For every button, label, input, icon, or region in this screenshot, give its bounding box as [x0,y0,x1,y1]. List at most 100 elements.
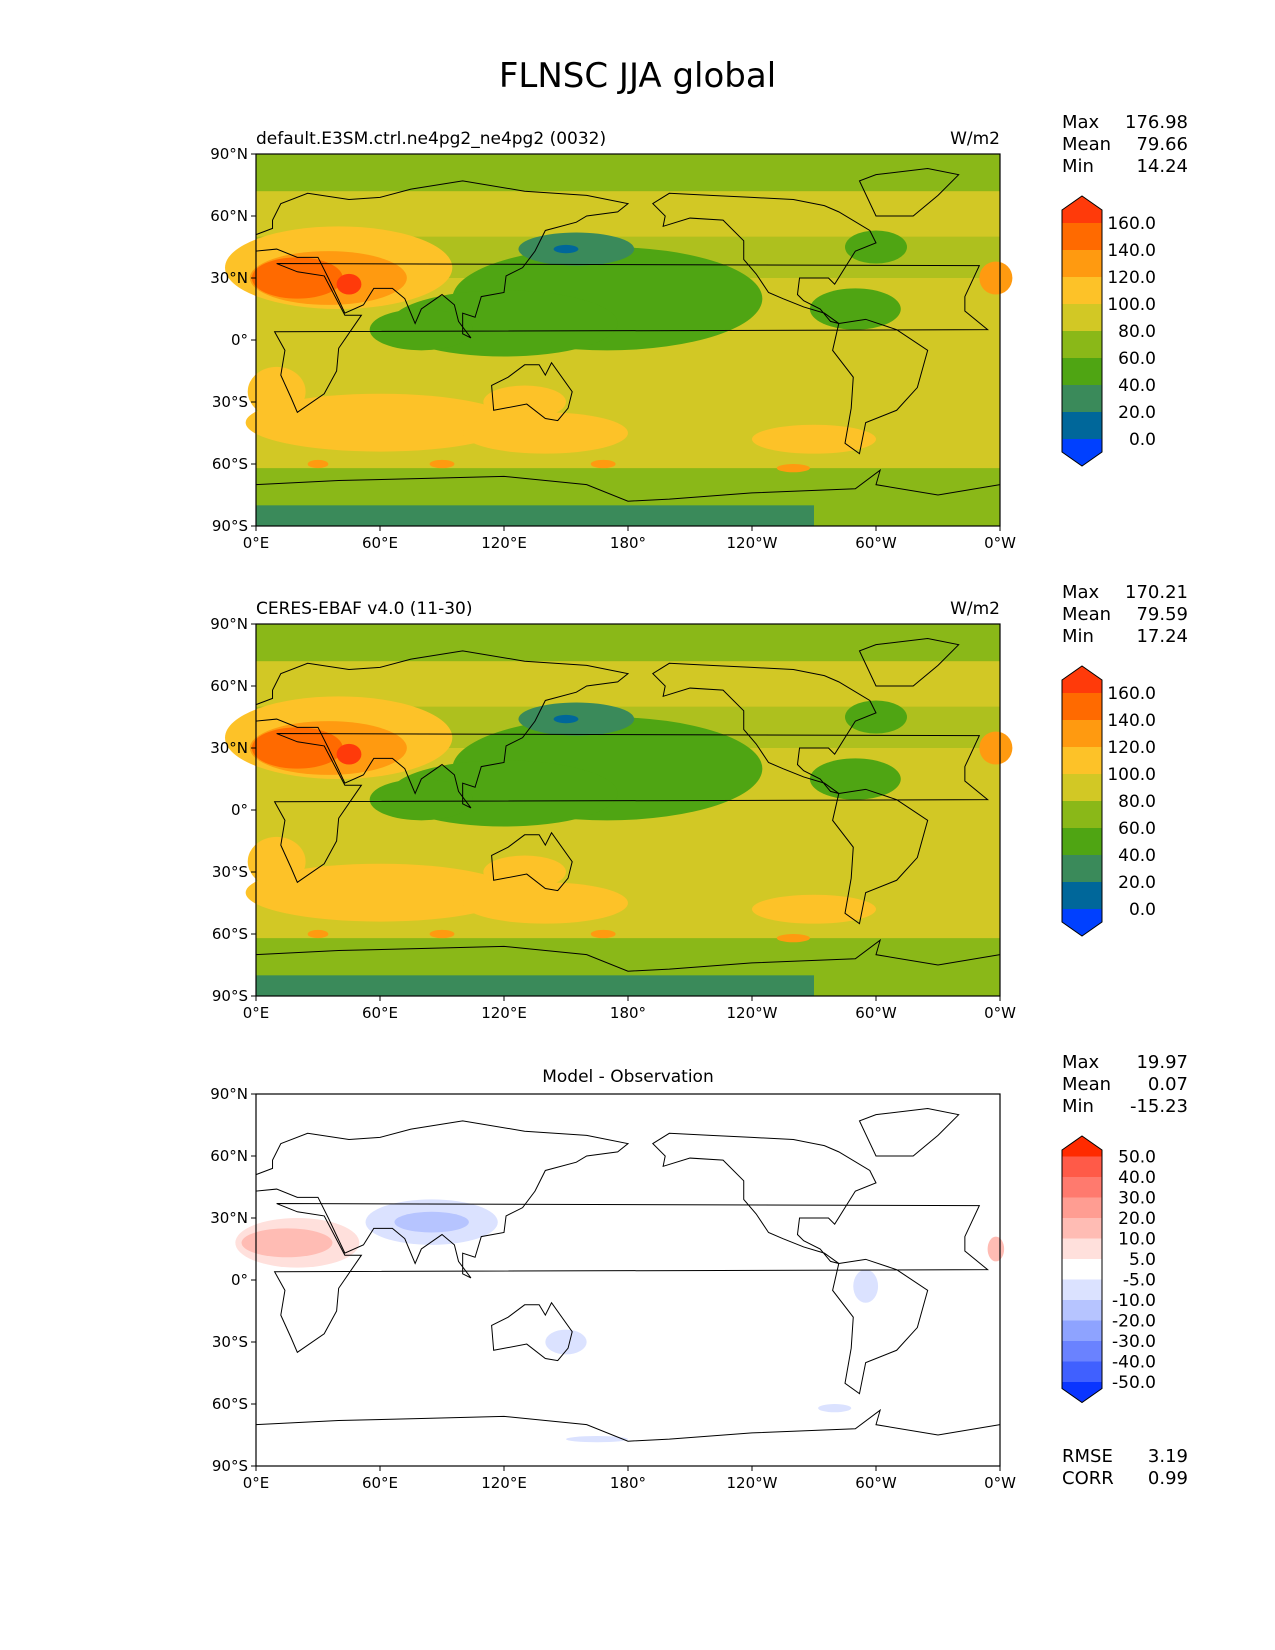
panel-test: 90°N 60°N 30°N 0° 30°S 60°S 90°S0°E 60°E 120°E 18… [210,112,1188,552]
lat-tick-label: 30°N [210,739,248,757]
field-southern-streak-2 [429,929,455,939]
colorbar-level-label: -10.0 [1112,1291,1156,1311]
field-kuroshio-core [553,244,579,254]
colorbar-level-label: 40.0 [1118,1168,1156,1188]
lat-tick-label: 60°S [212,925,248,943]
lon-tick-label: 180° [610,534,646,552]
field-indian-ocean [369,779,474,821]
colorbar-segment [1062,412,1102,439]
stat-label-mean: Mean [1062,604,1111,625]
colorbar-segment [1062,304,1102,331]
stat-value-max: 19.97 [1136,1052,1188,1073]
coastline-greenland [858,1107,960,1157]
stat-value-mean: 79.59 [1136,604,1188,625]
lon-tick-label: 120°E [481,534,527,552]
lon-tick-label: 180° [610,1004,646,1022]
field-australia-warm [483,855,566,889]
lat-tick-label: 90°S [212,987,248,1005]
field-atlantic-edge [979,731,1013,765]
panel-difference: 90°N 60°N 30°N 0° 30°S 60°S 90°S0°E 60°E 120°E 18… [210,1052,1188,1492]
colorbar-segment [1062,882,1102,909]
panel-title-left: default.E3SM.ctrl.ne4pg2_ne4pg2 (0032) [256,129,606,149]
colorbar-level-label: -40.0 [1112,1353,1156,1373]
lon-tick-label: 60°W [855,1004,897,1022]
coastline-greenland [858,637,960,687]
field-southern-streak-3 [590,459,616,469]
stat-label-mean: Mean [1062,1074,1111,1095]
diff-asia-negative-core [394,1211,469,1233]
lon-tick-label: 0°E [243,534,270,552]
field-southern-streak-1 [307,459,329,469]
coastline-africa [273,733,989,884]
diff-africa-positive-core [241,1228,333,1258]
colorbar-level-label: 120.0 [1107,268,1156,288]
stat-value-min: 14.24 [1136,156,1188,177]
lat-tick-label: 90°S [212,517,248,535]
colorbar-segment [1062,1156,1102,1177]
colorbar-level-label: 20.0 [1118,403,1156,423]
figure-title: FLNSC JJA global [498,56,777,96]
colorbar-level-label: 100.0 [1107,295,1156,315]
lon-tick-label: 120°W [727,534,778,552]
field-south-atlantic [247,836,306,887]
colorbar-outline [1061,1135,1103,1404]
colorbar-level-label: -50.0 [1112,1373,1156,1393]
field-south-pacific-east [752,424,876,454]
field-indian-ocean [369,309,474,351]
colorbar-segment [1062,1300,1102,1321]
coastline-australia [491,1301,573,1362]
colorbar-extend-min [1062,1382,1102,1403]
coastline-africa [273,1203,989,1354]
colorbar-level-label: 60.0 [1118,349,1156,369]
colorbar-extend-min [1062,909,1102,936]
colorbar-level-label: 80.0 [1118,792,1156,812]
lon-tick-label: 60°E [362,534,398,552]
coastline-australia [491,831,573,892]
colorbar-level-label: 140.0 [1107,711,1156,731]
diff-amazon-negative [853,1269,879,1303]
coastline-north-america [652,192,877,324]
colorbar-segment [1062,331,1102,358]
colorbar-segment [1062,1177,1102,1198]
field-southern-streak-3 [590,929,616,939]
colorbar-extend-max [1062,1136,1102,1157]
coastline-australia [491,361,573,422]
lat-tick-label: 90°N [210,145,248,163]
field-kuroshio-core [553,714,579,724]
colorbar-level-label: 40.0 [1118,846,1156,866]
colorbar-outline [1061,665,1103,937]
lon-tick-label: 60°E [362,1004,398,1022]
field-antarctic-band [256,505,814,526]
field-background [256,1094,1000,1466]
colorbar-segment [1062,1218,1102,1239]
colorbar-level-label: 120.0 [1107,738,1156,758]
field-arabia-hottest [336,743,362,765]
colorbar-level-label: -20.0 [1112,1312,1156,1332]
stat-label-min: Min [1062,1096,1094,1117]
diff-atlantic-positive [987,1236,1005,1262]
field-sahara-hotter [251,257,343,299]
field-antarctic-band [256,975,814,996]
lat-tick-label: 60°S [212,1395,248,1413]
coastline-antarctica-coast [255,1408,1001,1442]
colorbar-level-label: 30.0 [1118,1189,1156,1209]
colorbar-segment [1062,1320,1102,1341]
colorbar-level-label: 5.0 [1129,1250,1156,1270]
lon-tick-label: 60°E [362,1474,398,1492]
coastline-africa [273,263,989,414]
colorbar-segment [1062,223,1102,250]
colorbar-segment [1062,1341,1102,1362]
colorbar-level-label: 20.0 [1118,873,1156,893]
colorbar-level-label: 20.0 [1118,1209,1156,1229]
lon-tick-label: 0°E [243,1474,270,1492]
lon-tick-label: 120°W [727,1474,778,1492]
field-gulf-stream [845,700,907,734]
field-south-indian [245,393,515,452]
lon-tick-label: 120°W [727,1004,778,1022]
colorbar-outline [1061,195,1103,467]
field-southern-streak-4 [776,934,810,943]
panel-title-left: CERES-EBAF v4.0 (11-30) [256,599,472,619]
colorbar-segment [1062,693,1102,720]
field-south-pacific-east [752,894,876,924]
